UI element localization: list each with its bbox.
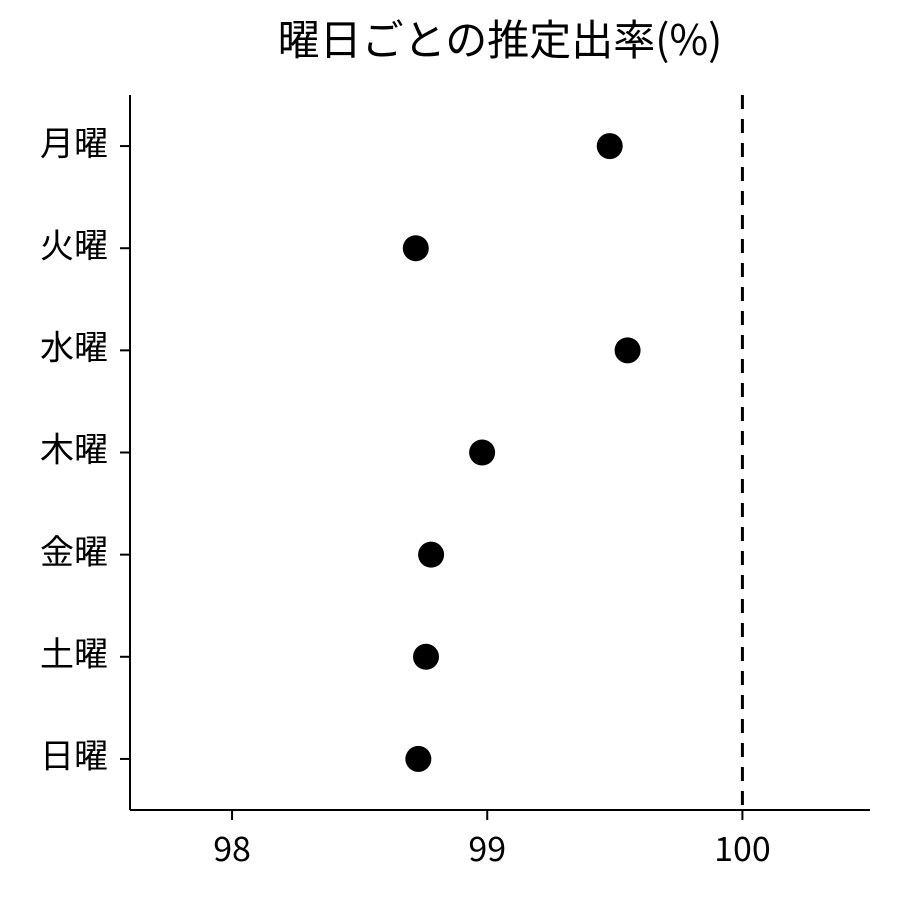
data-point	[597, 133, 623, 159]
data-point	[418, 542, 444, 568]
chart-svg: 曜日ごとの推定出率(%) 月曜火曜水曜木曜金曜土曜日曜 98 99 100	[0, 0, 900, 900]
dot-plot-chart: 曜日ごとの推定出率(%) 月曜火曜水曜木曜金曜土曜日曜 98 99 100	[0, 0, 900, 900]
y-tick-label: 月曜	[40, 116, 108, 165]
data-point	[405, 746, 431, 772]
y-tick-label: 火曜	[40, 218, 108, 267]
x-tick-label: 98	[213, 822, 251, 871]
data-point	[403, 235, 429, 261]
data-point	[413, 644, 439, 670]
chart-title: 曜日ごとの推定出率(%)	[278, 7, 723, 68]
y-tick-label: 金曜	[40, 525, 108, 574]
data-point	[615, 337, 641, 363]
y-tick-label: 土曜	[40, 627, 108, 676]
y-tick-label: 水曜	[40, 321, 108, 370]
x-tick-label: 100	[714, 822, 771, 871]
x-tick-label: 99	[468, 822, 506, 871]
data-point	[469, 440, 495, 466]
y-tick-label: 木曜	[40, 423, 108, 472]
y-tick-label: 日曜	[40, 729, 108, 778]
